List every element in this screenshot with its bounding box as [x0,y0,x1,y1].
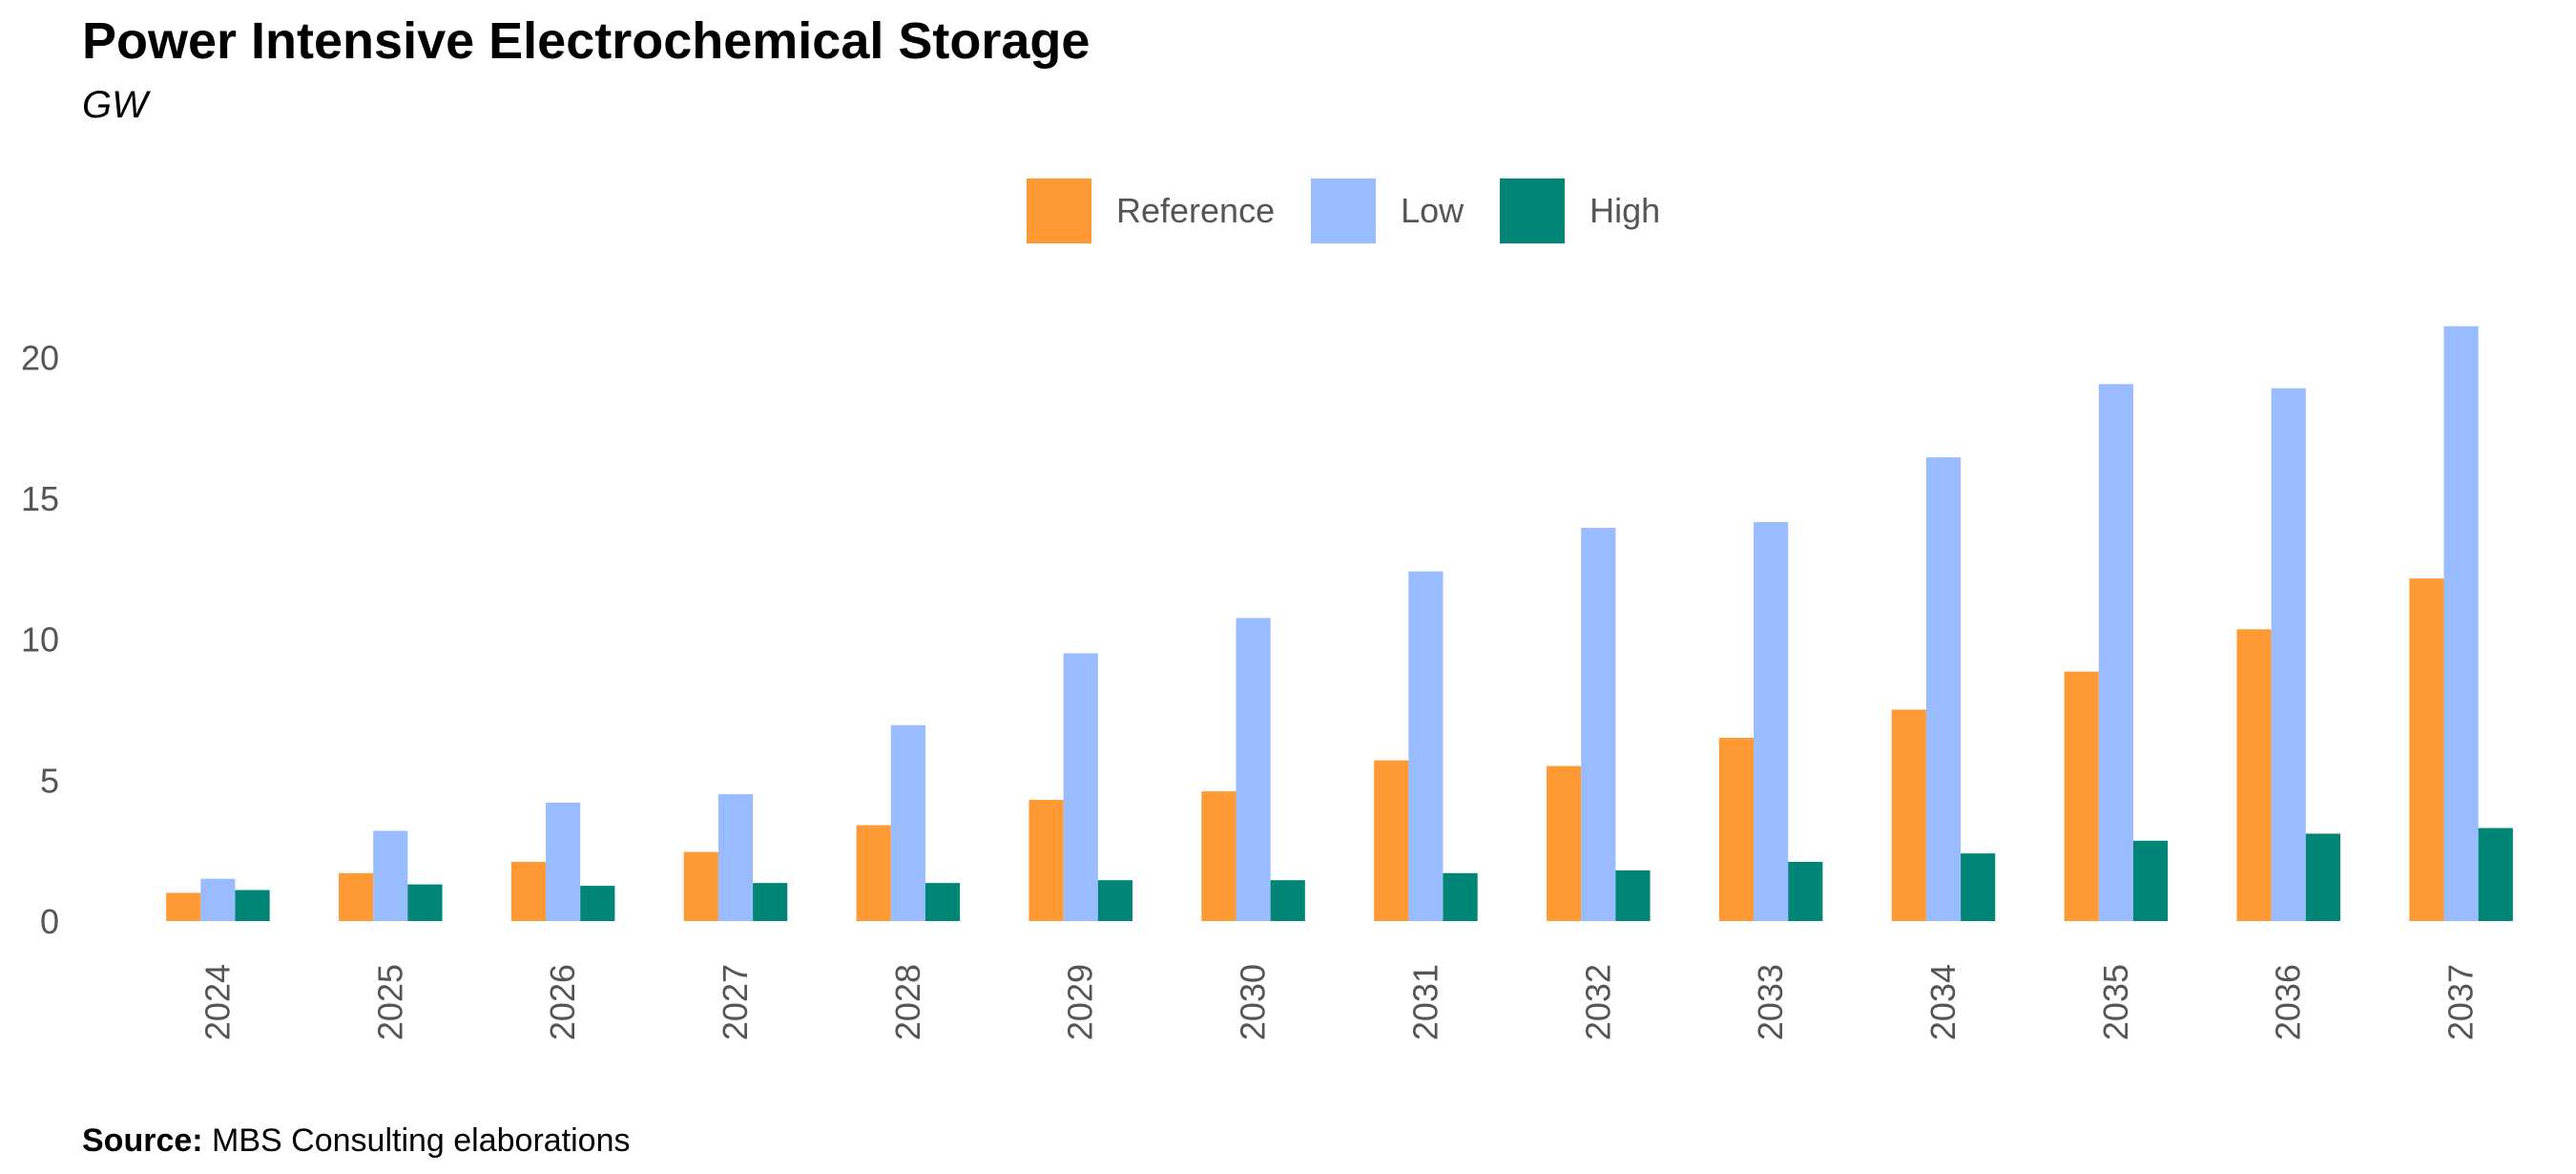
bar-reference-2033 [1718,738,1755,921]
x-tick-label: 2034 [1923,964,1963,1040]
x-tick-label: 2024 [197,964,237,1040]
legend-swatch-reference [1027,178,1091,243]
bar-low-2037 [2443,325,2479,921]
x-tick-label: 2033 [1751,964,1790,1040]
legend-label-reference: Reference [1116,191,1276,230]
bar-low-2034 [1925,457,1962,921]
bar-reference-2030 [1201,791,1236,921]
bar-low-2028 [890,724,925,921]
legend-item-high: High [1500,178,1660,243]
legend-swatch-high [1500,178,1566,243]
bar-reference-2028 [856,825,891,921]
x-tick-label: 2029 [1061,964,1100,1040]
x-tick-label: 2037 [2441,964,2481,1040]
bar-high-2034 [1961,853,1996,921]
legend-item-reference: Reference [1027,178,1275,243]
y-tick-label: 20 [21,338,59,377]
bar-high-2024 [235,890,270,921]
source-note: Source: MBS Consulting elaborations [82,1122,631,1160]
bar-low-2036 [2271,388,2306,921]
x-tick-label: 2025 [370,964,409,1040]
bar-low-2032 [1581,527,1616,921]
bar-high-2028 [924,883,961,921]
bar-reference-2024 [166,892,201,921]
bar-high-2036 [2305,833,2340,921]
y-tick-label: 15 [21,479,59,518]
chart-title: Power Intensive Electrochemical Storage [82,12,1091,70]
bar-reference-2037 [2409,578,2444,921]
x-tick-label: 2032 [1578,964,1617,1040]
bar-high-2035 [2132,840,2169,921]
x-tick-label: 2030 [1234,964,1273,1040]
bar-reference-2032 [1547,765,1582,921]
bar-low-2027 [717,794,754,921]
x-tick-label: 2035 [2096,964,2135,1040]
bar-high-2032 [1615,870,1651,921]
bar-low-2033 [1754,522,1789,921]
bar-reference-2026 [510,861,547,921]
chart-legend: Reference Low High [1027,178,1696,244]
bar-reference-2029 [1028,800,1064,921]
bar-reference-2035 [2064,671,2099,921]
bar-high-2037 [2478,828,2513,921]
y-tick-label: 0 [40,902,59,941]
x-tick-label: 2026 [543,964,582,1040]
source-text: MBS Consulting elaborations [202,1122,631,1159]
bar-reference-2027 [683,851,718,921]
x-tick-label: 2036 [2269,964,2308,1040]
bar-high-2030 [1270,880,1305,921]
bar-low-2031 [1408,571,1444,921]
x-tick-label: 2031 [1405,964,1444,1040]
bar-high-2033 [1788,861,1823,921]
x-tick-label: 2028 [888,964,927,1040]
bar-chart: 0 5 10 15 20 2024 2025 2026 2027 2028 2029 2030 2031… [21,325,2513,1040]
legend-label-low: Low [1401,191,1465,230]
bar-low-2026 [546,802,581,921]
source-label: Source: [82,1122,203,1159]
bar-low-2025 [373,830,408,921]
bar-high-2027 [753,883,788,921]
bar-reference-2025 [339,872,374,921]
bar-reference-2031 [1374,760,1409,921]
legend-item-low: Low [1311,178,1464,243]
legend-label-high: High [1589,191,1661,230]
bar-low-2035 [2098,384,2133,921]
bar-high-2025 [407,884,443,921]
bar-low-2029 [1063,653,1098,921]
x-tick-label: 2027 [716,964,755,1040]
bar-high-2026 [580,886,615,921]
bar-low-2030 [1236,618,1271,921]
bar-reference-2034 [1891,709,1926,921]
bar-high-2031 [1443,872,1478,921]
bar-high-2029 [1097,880,1132,921]
y-tick-label: 10 [21,620,59,660]
y-tick-label: 5 [40,761,59,800]
bar-low-2024 [200,878,236,921]
bar-reference-2036 [2236,629,2272,921]
chart-subtitle: GW [82,84,148,126]
legend-swatch-low [1311,178,1377,243]
